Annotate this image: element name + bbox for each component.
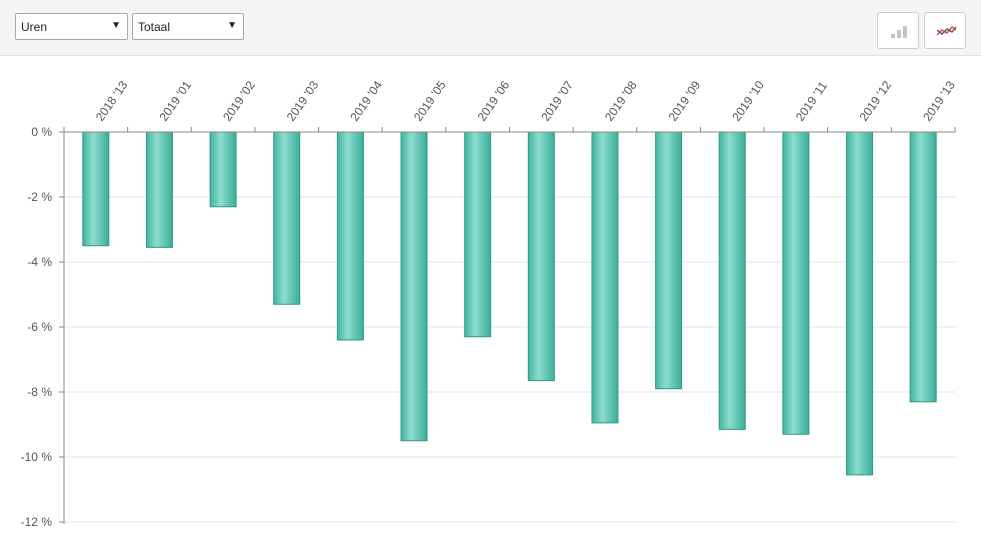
- x-tick-label: 2019 '03: [284, 78, 322, 124]
- line-chart-button[interactable]: [924, 12, 966, 49]
- y-tick-label: -8 %: [27, 385, 52, 399]
- scope-select-value: Totaal: [138, 20, 171, 34]
- bar[interactable]: [718, 131, 746, 430]
- bar[interactable]: [655, 131, 683, 390]
- bar[interactable]: [82, 131, 110, 247]
- line-chart-icon: [936, 25, 957, 36]
- bar[interactable]: [336, 131, 364, 341]
- bars-layer: [82, 131, 937, 476]
- x-tick-label: 2019 '11: [793, 79, 830, 124]
- axis-layer: [59, 127, 956, 524]
- bar[interactable]: [273, 131, 301, 305]
- y-tick-label: -10 %: [21, 450, 53, 464]
- x-tick-label: 2019 '13: [920, 78, 958, 124]
- x-tick-label: 2019 '09: [666, 78, 704, 124]
- x-tick-label: 2019 '08: [602, 78, 640, 124]
- x-tick-label: 2019 '12: [857, 78, 895, 124]
- y-tick-label: -2 %: [27, 190, 52, 204]
- y-tick-label: -6 %: [27, 320, 52, 334]
- bar[interactable]: [527, 131, 555, 382]
- bar[interactable]: [145, 131, 173, 248]
- x-tick-labels: 2018 '13 2019 '01 2019 '02 2019 '03 2019 '04…: [93, 78, 958, 124]
- y-tick-label: 0 %: [31, 125, 52, 139]
- x-tick-label: 2019 '02: [220, 78, 258, 124]
- y-tick-label: -12 %: [21, 515, 53, 529]
- bar[interactable]: [591, 131, 619, 424]
- bar-chart-icon: [891, 26, 907, 38]
- grid-layer: [64, 196, 955, 523]
- x-tick-label: 2019 '10: [729, 78, 767, 124]
- chevron-down-icon: ▼: [111, 20, 121, 31]
- bar[interactable]: [782, 131, 810, 435]
- x-tick-label: 2019 '07: [538, 78, 576, 124]
- metric-select[interactable]: Uren ▼: [15, 13, 128, 40]
- x-tick-label: 2018 '13: [93, 78, 131, 124]
- bar-chart-button[interactable]: [877, 12, 919, 49]
- bar[interactable]: [400, 131, 428, 442]
- bar[interactable]: [464, 131, 492, 338]
- bar[interactable]: [846, 131, 874, 476]
- x-tick-label: 2019 '06: [475, 78, 513, 124]
- chevron-down-icon: ▼: [227, 20, 237, 31]
- bar[interactable]: [209, 131, 237, 208]
- x-tick-label: 2019 '04: [347, 78, 385, 124]
- bar-chart: 2018 '13 2019 '01 2019 '02 2019 '03 2019 '04…: [21, 78, 958, 529]
- scope-select[interactable]: Totaal ▼: [132, 13, 244, 40]
- y-tick-labels: 0 % -2 % -4 % -6 % -8 % -10 % -12 %: [21, 125, 53, 529]
- metric-select-value: Uren: [21, 20, 48, 34]
- bar[interactable]: [909, 131, 937, 403]
- chart-toolbar: Uren ▼ Totaal ▼: [0, 0, 981, 56]
- y-tick-label: -4 %: [27, 255, 52, 269]
- x-tick-label: 2019 '01: [156, 78, 194, 124]
- x-tick-label: 2019 '05: [411, 78, 449, 124]
